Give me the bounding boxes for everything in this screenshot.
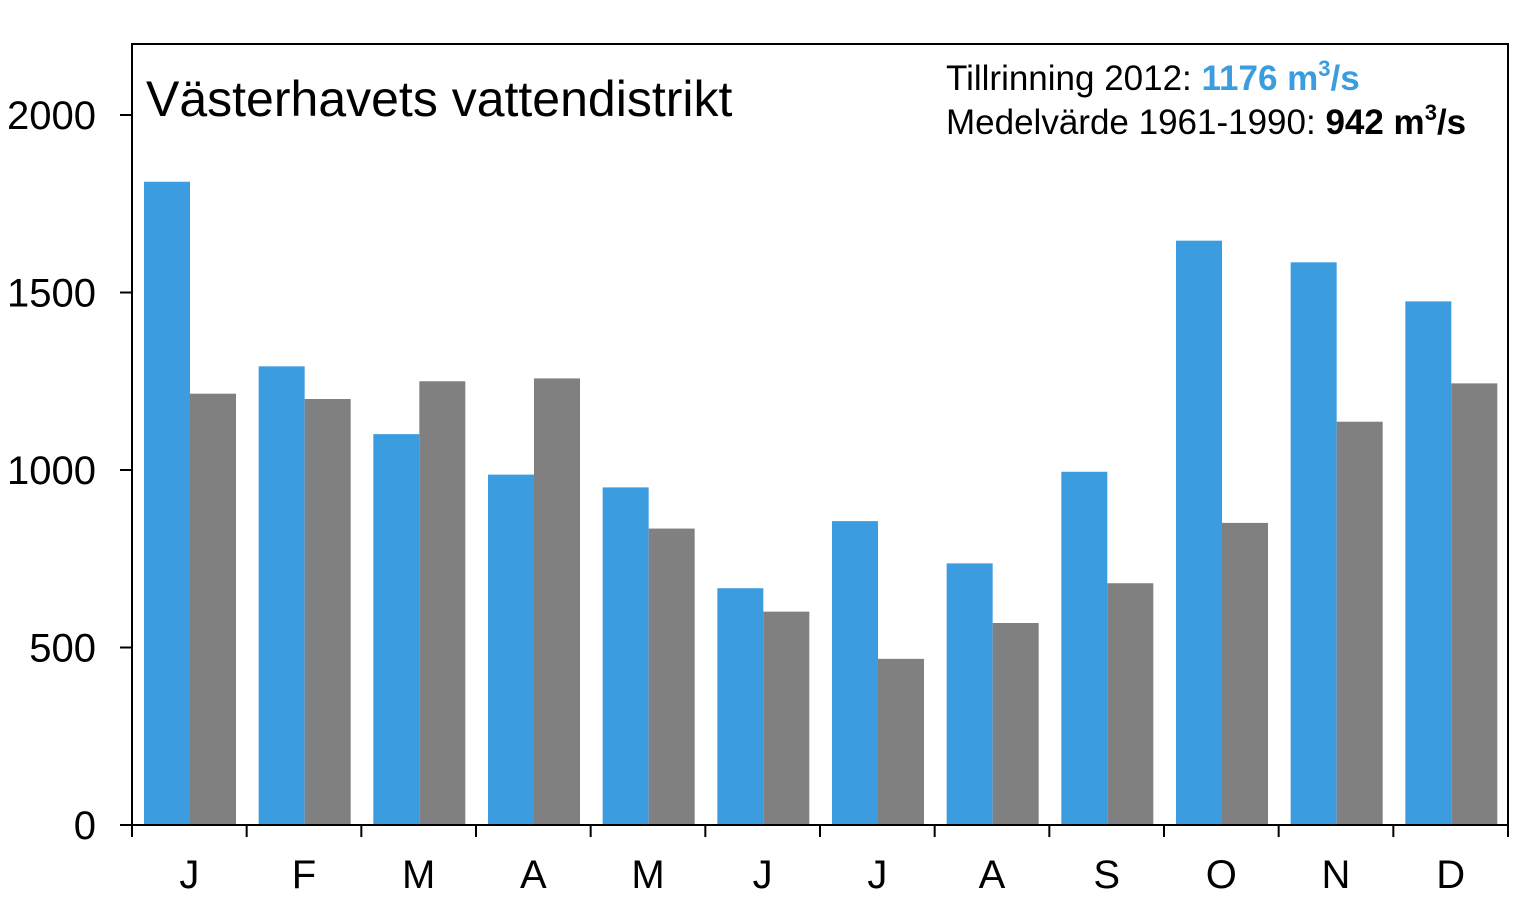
- y-tick-label: 500: [29, 627, 96, 671]
- y-axis: 0 500 1000 1500 2000: [7, 94, 132, 848]
- legend-value-2: 942 m: [1325, 103, 1424, 142]
- x-tick-label: F: [292, 853, 316, 897]
- bar-2012-4: [602, 487, 649, 825]
- x-tick-label: J: [867, 853, 887, 897]
- chart-title: Västerhavets vattendistrikt: [146, 71, 732, 127]
- bar-2012-2: [373, 434, 420, 825]
- bar-mean-3: [534, 378, 580, 825]
- bar-2012-1: [258, 366, 305, 825]
- legend-line-1: Tillrinning 2012: 1176 m3/s: [946, 56, 1360, 98]
- bar-2012-11: [1405, 301, 1452, 825]
- x-tick-label: N: [1322, 853, 1351, 897]
- bar-mean-1: [304, 399, 351, 825]
- x-tick-label: M: [631, 853, 664, 897]
- bar-mean-5: [763, 611, 810, 825]
- bar-2012-3: [488, 474, 534, 825]
- x-tick-label: D: [1436, 853, 1465, 897]
- legend-unit-2: /s: [1437, 103, 1466, 142]
- y-tick-label: 0: [74, 804, 96, 848]
- legend-unit-1: /s: [1331, 59, 1360, 98]
- y-tick-label: 1500: [7, 272, 96, 316]
- bar-mean-4: [648, 528, 695, 825]
- bar-2012-8: [1061, 471, 1108, 825]
- x-tick-label: J: [753, 853, 773, 897]
- y-tick-label: 2000: [7, 94, 96, 138]
- x-tick-label: S: [1093, 853, 1120, 897]
- x-tick-label: M: [402, 853, 435, 897]
- bar-2012-6: [832, 521, 878, 825]
- bar-2012-0: [144, 181, 190, 826]
- bar-mean-9: [1222, 522, 1268, 825]
- bar-2012-10: [1290, 262, 1337, 825]
- x-tick-label: J: [179, 853, 199, 897]
- legend-label-1: Tillrinning 2012:: [946, 59, 1202, 98]
- legend-sup-1: 3: [1318, 56, 1330, 81]
- bar-2012-5: [717, 588, 764, 825]
- x-tick-label: A: [520, 853, 547, 897]
- bar-mean-0: [190, 393, 236, 825]
- bar-mean-10: [1336, 421, 1383, 825]
- legend-label-2: Medelvärde 1961-1990:: [946, 103, 1325, 142]
- bar-2012-9: [1176, 240, 1222, 826]
- legend-value-1: 1176 m: [1202, 59, 1319, 98]
- bar-mean-8: [1107, 583, 1154, 825]
- bar-mean-7: [992, 623, 1039, 825]
- bar-mean-11: [1451, 383, 1498, 825]
- bar-2012-7: [946, 563, 993, 825]
- bar-mean-6: [878, 658, 924, 825]
- bars-group: [144, 181, 1498, 826]
- x-tick-label: A: [979, 853, 1006, 897]
- y-tick-label: 1000: [7, 449, 96, 493]
- legend-sup-2: 3: [1425, 100, 1437, 125]
- legend-line-2: Medelvärde 1961-1990: 942 m3/s: [946, 100, 1466, 142]
- bar-mean-2: [419, 381, 466, 825]
- x-tick-label: O: [1206, 853, 1237, 897]
